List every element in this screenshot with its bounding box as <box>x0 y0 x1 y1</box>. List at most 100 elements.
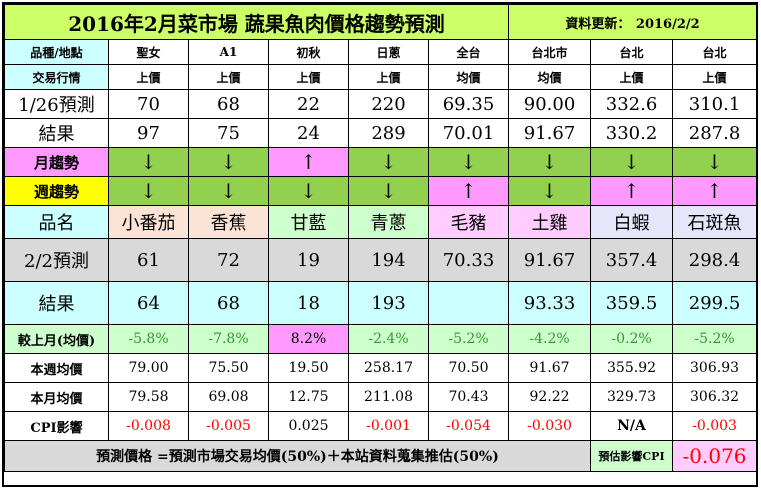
cpi-cell: N/A <box>590 411 674 441</box>
prev-prediction-cell: 90.00 <box>508 89 592 119</box>
current-result-cell: 299.5 <box>672 281 758 325</box>
trade-label: 交易行情 <box>4 64 109 90</box>
prev-result-label: 結果 <box>4 118 109 148</box>
trade-cell: 上價 <box>590 64 674 90</box>
current-result-cell: 93.33 <box>508 281 592 325</box>
prev-result-cell: 70.01 <box>427 118 510 148</box>
prev-result-cell: 97 <box>108 118 189 148</box>
trade-cell: 均價 <box>508 64 592 90</box>
week-avg-cell: 70.50 <box>427 353 510 383</box>
vs-last-month-cell: -0.2% <box>590 324 674 354</box>
current-prediction-cell: 19 <box>268 238 349 282</box>
trade-cell: 上價 <box>672 64 758 90</box>
month-avg-cell: 92.22 <box>508 382 592 412</box>
current-result-label: 結果 <box>4 281 109 325</box>
current-prediction-label: 2/2預測 <box>4 238 109 282</box>
estimated-cpi-value: -0.076 <box>672 440 758 472</box>
vs-last-month-label: 較上月(均價) <box>4 324 109 354</box>
current-prediction-cell: 61 <box>108 238 189 282</box>
monthly-trend-row: 月趨勢 ↓ ↓ ↑ ↓ ↓ ↓ ↓ ↓ <box>4 147 758 177</box>
vs-last-month-cell: 8.2% <box>268 324 349 354</box>
week-avg-cell: 75.50 <box>188 353 269 383</box>
week-avg-cell: 258.17 <box>348 353 429 383</box>
market-cell: 台北 <box>672 39 758 65</box>
monthly-trend-arrow-icon: ↓ <box>672 147 758 177</box>
month-avg-row: 本月均價 79.58 69.08 12.75 211.08 70.43 92.2… <box>4 382 758 412</box>
product-name: 小番茄 <box>108 205 189 239</box>
product-name-row: 品名 小番茄 香蕉 甘藍 青蔥 毛豬 土雞 白蝦 石斑魚 <box>4 205 758 239</box>
forecast-formula: 預測價格 =預測市場交易均價(50%)＋本站資料蒐集推估(50%) <box>3 440 592 472</box>
vs-last-month-cell: -4.2% <box>508 324 592 354</box>
cpi-cell: -0.001 <box>348 411 429 441</box>
month-avg-cell: 306.32 <box>672 382 758 412</box>
weekly-trend-row: 週趨勢 ↓ ↓ ↓ ↓ ↑ ↓ ↑ ↑ <box>4 176 758 206</box>
price-table: 2016年2月菜市場 蔬果魚肉價格趨勢預測 資料更新： 2016/2/2 品種/… <box>3 4 758 472</box>
weekly-trend-arrow-icon: ↓ <box>188 176 269 206</box>
prev-prediction-cell: 310.1 <box>672 89 758 119</box>
trade-cell: 上價 <box>348 64 429 90</box>
current-result-cell: 193 <box>348 281 429 325</box>
week-avg-cell: 306.93 <box>672 353 758 383</box>
market-cell: 聖女 <box>108 39 189 65</box>
month-avg-cell: 12.75 <box>268 382 349 412</box>
monthly-trend-arrow-icon: ↓ <box>188 147 269 177</box>
market-cell: A1 <box>188 39 269 65</box>
prev-result-cell: 91.67 <box>508 118 592 148</box>
cpi-cell: -0.005 <box>188 411 269 441</box>
product-name: 香蕉 <box>188 205 269 239</box>
vs-last-month-cell: -5.2% <box>672 324 758 354</box>
product-name: 甘藍 <box>268 205 349 239</box>
current-result-cell: 64 <box>108 281 189 325</box>
month-avg-cell: 329.73 <box>590 382 674 412</box>
weekly-trend-arrow-icon: ↓ <box>348 176 429 206</box>
weekly-trend-arrow-icon: ↑ <box>427 176 510 206</box>
product-name: 石斑魚 <box>672 205 758 239</box>
month-avg-label: 本月均價 <box>4 382 109 412</box>
weekly-trend-label: 週趨勢 <box>4 176 109 206</box>
market-cell: 日蔥 <box>348 39 429 65</box>
market-cell: 台北 <box>590 39 674 65</box>
week-avg-cell: 19.50 <box>268 353 349 383</box>
week-avg-row: 本週均價 79.00 75.50 19.50 258.17 70.50 91.6… <box>4 353 758 383</box>
current-result-cell: 359.5 <box>590 281 674 325</box>
trade-row: 交易行情 上價 上價 上價 上價 均價 均價 上價 上價 <box>4 64 758 90</box>
prev-prediction-cell: 220 <box>348 89 429 119</box>
current-prediction-cell: 298.4 <box>672 238 758 282</box>
weekly-trend-arrow-icon: ↓ <box>108 176 189 206</box>
update-info: 資料更新： 2016/2/2 <box>508 4 758 40</box>
weekly-trend-arrow-icon: ↑ <box>590 176 674 206</box>
prev-result-cell: 287.8 <box>672 118 758 148</box>
prev-prediction-row: 1/26預測 70 68 22 220 69.35 90.00 332.6 31… <box>4 89 758 119</box>
monthly-trend-label: 月趨勢 <box>4 147 109 177</box>
cpi-cell: -0.030 <box>508 411 592 441</box>
prev-prediction-cell: 332.6 <box>590 89 674 119</box>
page-title: 2016年2月菜市場 蔬果魚肉價格趨勢預測 <box>3 4 510 40</box>
prev-result-row: 結果 97 75 24 289 70.01 91.67 330.2 287.8 <box>4 118 758 148</box>
current-result-cell: 18 <box>268 281 349 325</box>
current-prediction-cell: 194 <box>348 238 429 282</box>
current-prediction-cell: 72 <box>188 238 269 282</box>
cpi-cell: -0.003 <box>672 411 758 441</box>
month-avg-cell: 211.08 <box>348 382 429 412</box>
weekly-trend-arrow-icon: ↑ <box>672 176 758 206</box>
trade-cell: 均價 <box>427 64 510 90</box>
vs-last-month-cell: -7.8% <box>188 324 269 354</box>
monthly-trend-arrow-icon: ↓ <box>508 147 592 177</box>
weekly-trend-arrow-icon: ↓ <box>508 176 592 206</box>
monthly-trend-arrow-icon: ↓ <box>108 147 189 177</box>
monthly-trend-arrow-icon: ↓ <box>590 147 674 177</box>
update-date: 2016/2/2 <box>635 16 700 32</box>
monthly-trend-arrow-icon: ↑ <box>268 147 349 177</box>
week-avg-cell: 91.67 <box>508 353 592 383</box>
update-label: 資料更新： <box>565 16 631 32</box>
prev-prediction-cell: 68 <box>188 89 269 119</box>
product-name: 土雞 <box>508 205 592 239</box>
weekly-trend-arrow-icon: ↓ <box>268 176 349 206</box>
market-label: 品種/地點 <box>4 39 109 65</box>
trade-cell: 上價 <box>268 64 349 90</box>
footer-row: 預測價格 =預測市場交易均價(50%)＋本站資料蒐集推估(50%) 預估影響CP… <box>3 440 758 472</box>
current-prediction-cell: 70.33 <box>427 238 510 282</box>
vs-last-month-cell: -2.4% <box>348 324 429 354</box>
week-avg-label: 本週均價 <box>4 353 109 383</box>
